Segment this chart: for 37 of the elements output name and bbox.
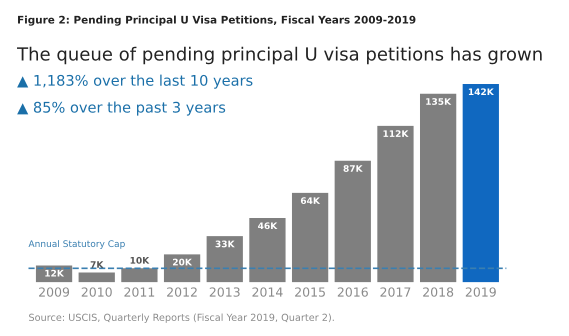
bar [78,272,115,282]
x-tick-label: 2015 [295,287,325,297]
data-label: 33K [216,240,235,248]
x-tick-label: 2012 [167,287,197,297]
data-label: 64K [300,197,320,204]
bar [420,94,456,282]
bar [462,84,499,282]
data-label: 135K [426,98,452,105]
x-tick-label: 2018 [423,287,454,297]
x-tick-label: 2016 [338,287,368,297]
data-label: 46K [258,222,278,230]
data-label: 12K [45,270,64,277]
bar [334,160,371,282]
x-tick-label: 2017 [380,287,410,297]
bar [249,218,286,282]
ref-line-label: Annual Statutory Cap [28,240,125,249]
bar [292,192,328,282]
data-label: 7K [90,261,104,268]
chart-subtitle: The queue of pending principal U visa petitions has grown [17,46,542,64]
bar [206,236,243,282]
x-tick-label: 2011 [124,287,154,297]
data-label: 112K [384,130,409,137]
data-label: 20K [173,258,192,266]
bar [377,126,414,282]
source-note: Source: USCIS, Quarterly Reports (Fiscal Year 2019, Quarter 2). [29,313,334,323]
x-tick-label: 2019 [466,287,496,297]
data-label: 87K [344,165,363,172]
annotation: ▲ 1,183% over the last 10 years [17,74,252,89]
data-label: 10K [130,256,150,264]
x-tick-label: 2013 [210,287,240,297]
data-label: 142K [468,88,494,96]
x-tick-label: 2009 [39,287,70,297]
x-tick-label: 2014 [252,287,283,297]
chart-title: Figure 2: Pending Principal U Visa Petitions, Fiscal Years 2009-2019 [18,16,416,26]
annotation: ▲ 85% over the past 3 years [17,101,226,116]
bar [121,268,158,282]
x-tick-label: 2010 [82,287,112,297]
